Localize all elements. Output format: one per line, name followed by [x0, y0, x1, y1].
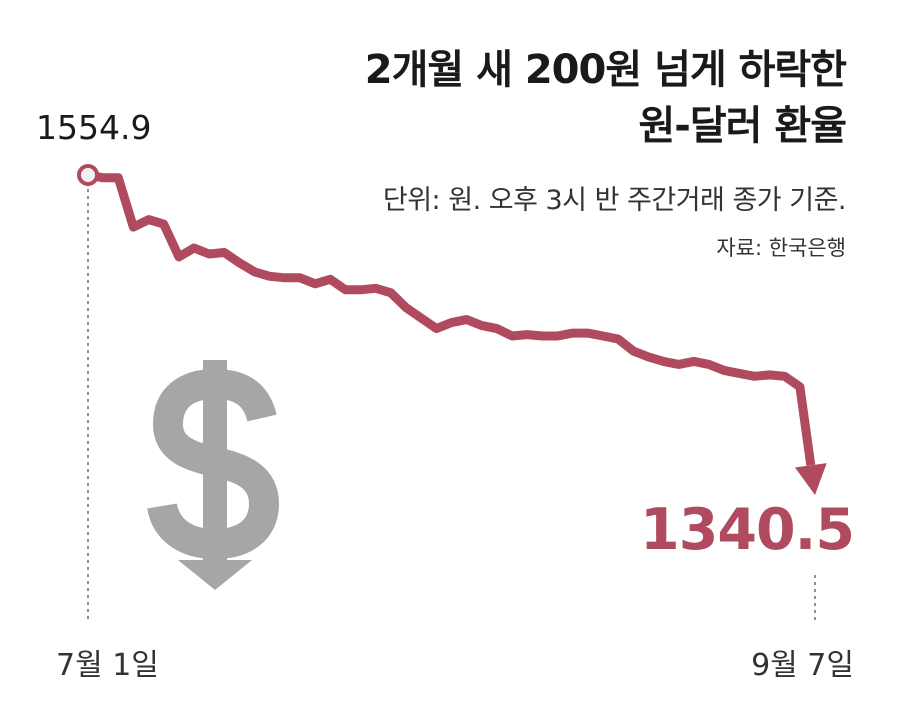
dollar-down-arrow-icon: [147, 360, 280, 590]
x-tick-label-start: 7월 1일: [56, 648, 159, 683]
start-point-marker: [77, 164, 99, 186]
series-layer: [77, 164, 827, 495]
x-tick-label-end: 9월 7일: [751, 648, 854, 683]
unit-note: 단위: 원. 오후 3시 반 주간거래 종가 기준.: [382, 185, 847, 216]
line-arrowhead: [795, 463, 827, 495]
exchange-rate-line: [87, 170, 816, 466]
source-note: 자료: 한국은행: [716, 236, 846, 260]
icon-arrow-head: [178, 560, 252, 590]
end-value-label: 1340.5: [640, 497, 855, 563]
title-line-1: 2개월 새 200원 넘게 하락한: [364, 47, 847, 93]
start-value-label: 1554.9: [36, 108, 152, 147]
chart-title: 2개월 새 200원 넘게 하락한 원-달러 환율: [364, 42, 847, 154]
icon-dollar-s: [147, 368, 280, 560]
title-line-2: 원-달러 환율: [638, 103, 847, 149]
